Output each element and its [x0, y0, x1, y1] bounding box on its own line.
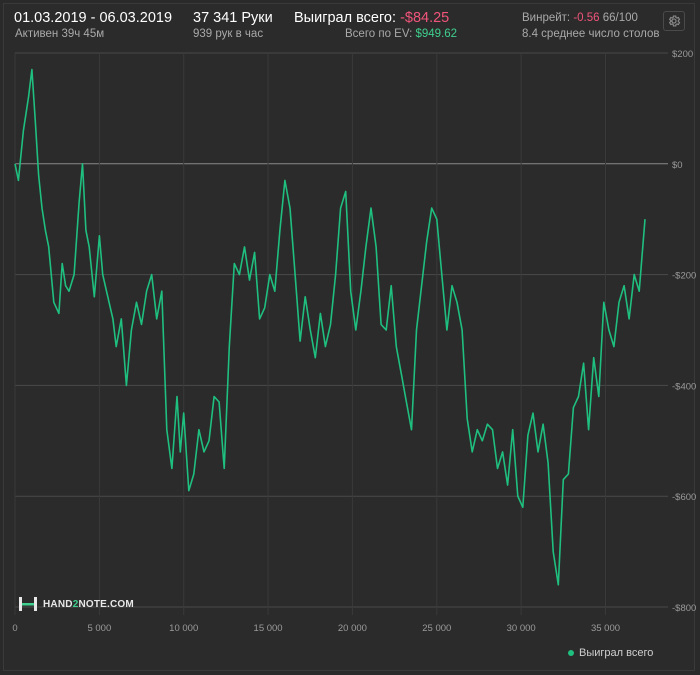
x-tick-label: 15 000 [254, 623, 283, 634]
hand2note-logo: HAND2NOTE.COM [18, 596, 134, 612]
hands-per-hour: 939 рук в час [193, 28, 264, 40]
y-tick-label: $200 [672, 49, 693, 60]
date-range: 01.03.2019 - 06.03.2019 [14, 10, 173, 26]
winrate-value: -0.56 [573, 12, 600, 24]
x-tick-label: 30 000 [507, 623, 536, 634]
ev-total-value: $949.62 [415, 28, 458, 40]
gear-icon [668, 15, 681, 27]
hands-count: 37 341 Руки [193, 10, 273, 26]
ev-total: Всего по EV: $949.62 [345, 28, 457, 40]
logo-icon [19, 597, 37, 611]
x-tick-label: 20 000 [338, 623, 367, 634]
won-total-label: Выиграл всего: [294, 10, 397, 26]
won-total-value: -$84.25 [400, 10, 450, 26]
x-tick-label: 5 000 [87, 623, 111, 634]
winrate-unit: 66/100 [602, 12, 638, 24]
active-time: Активен 39ч 45м [15, 28, 105, 40]
legend-dot [568, 650, 574, 656]
y-tick-label: -$800 [672, 603, 696, 614]
series-line-won-total [14, 68, 646, 586]
winrate: Винрейт: -0.56 66/100 [522, 12, 638, 24]
settings-button[interactable] [663, 11, 685, 31]
chart-legend[interactable]: Выиграл всего [568, 647, 653, 659]
x-tick-label: 0 [12, 623, 17, 634]
y-tick-label: -$200 [672, 271, 696, 282]
legend-label: Выиграл всего [579, 647, 654, 659]
avg-tables: 8.4 среднее число столов [522, 28, 660, 40]
x-tick-label: 25 000 [422, 623, 451, 634]
x-tick-label: 10 000 [169, 623, 198, 634]
ev-total-label: Всего по EV: [345, 28, 413, 40]
winrate-label: Винрейт: [522, 12, 571, 24]
y-tick-label: -$400 [672, 381, 696, 392]
won-total: Выиграл всего: -$84.25 [294, 10, 449, 26]
y-tick-label: -$600 [672, 492, 696, 503]
y-tick-label: $0 [672, 160, 683, 171]
x-tick-label: 35 000 [591, 623, 620, 634]
logo-text: HAND2NOTE.COM [43, 598, 134, 610]
